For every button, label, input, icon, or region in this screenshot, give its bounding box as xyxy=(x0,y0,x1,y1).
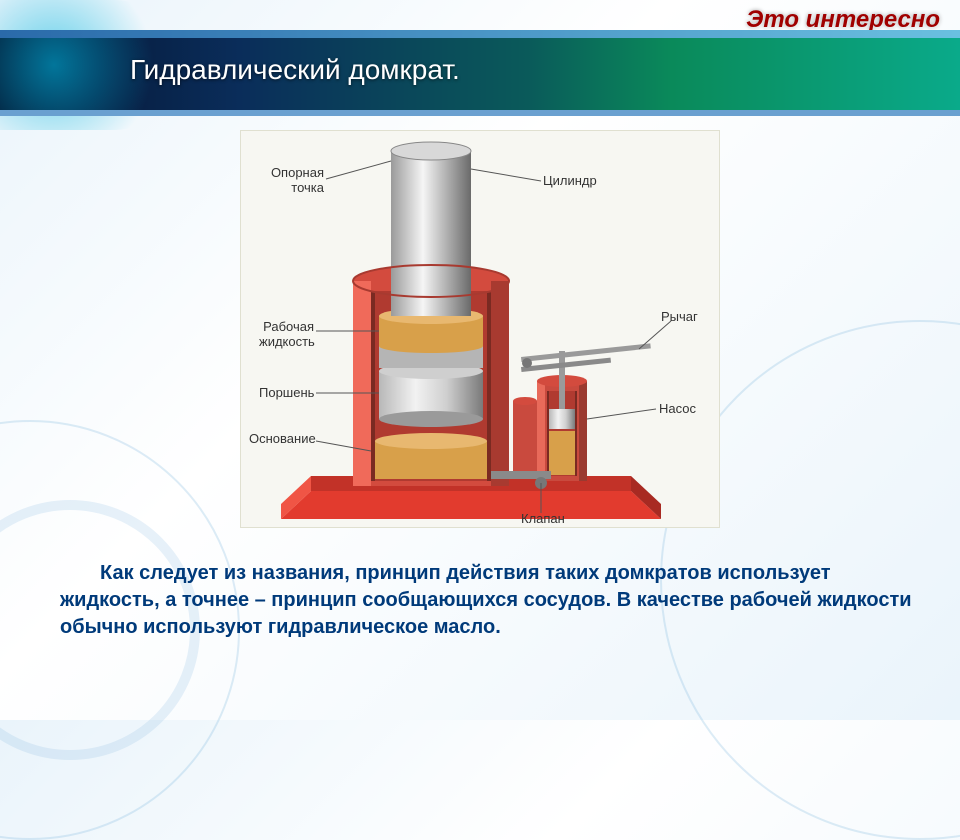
slide-title: Гидравлический домкрат. xyxy=(130,54,460,86)
label-pump: Насос xyxy=(659,401,696,416)
label-base: Основание xyxy=(249,431,314,446)
body-paragraph: Как следует из названия, принцип действи… xyxy=(60,560,920,641)
label-cylinder: Цилиндр xyxy=(543,173,597,188)
label-support-point: Опорнаяточка xyxy=(269,165,324,195)
label-lever: Рычаг xyxy=(661,309,698,324)
label-piston: Поршень xyxy=(259,385,314,400)
label-working-fluid: Рабочаяжидкость xyxy=(259,319,314,349)
label-valve: Клапан xyxy=(521,511,565,526)
hydraulic-jack-diagram: Опорнаяточка Цилиндр Рабочаяжидкость Пор… xyxy=(240,130,720,528)
